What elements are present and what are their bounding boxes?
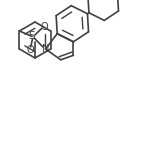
Text: O: O bbox=[26, 45, 34, 55]
Text: S: S bbox=[29, 31, 35, 41]
Text: N: N bbox=[42, 44, 49, 54]
Text: O: O bbox=[41, 21, 48, 31]
